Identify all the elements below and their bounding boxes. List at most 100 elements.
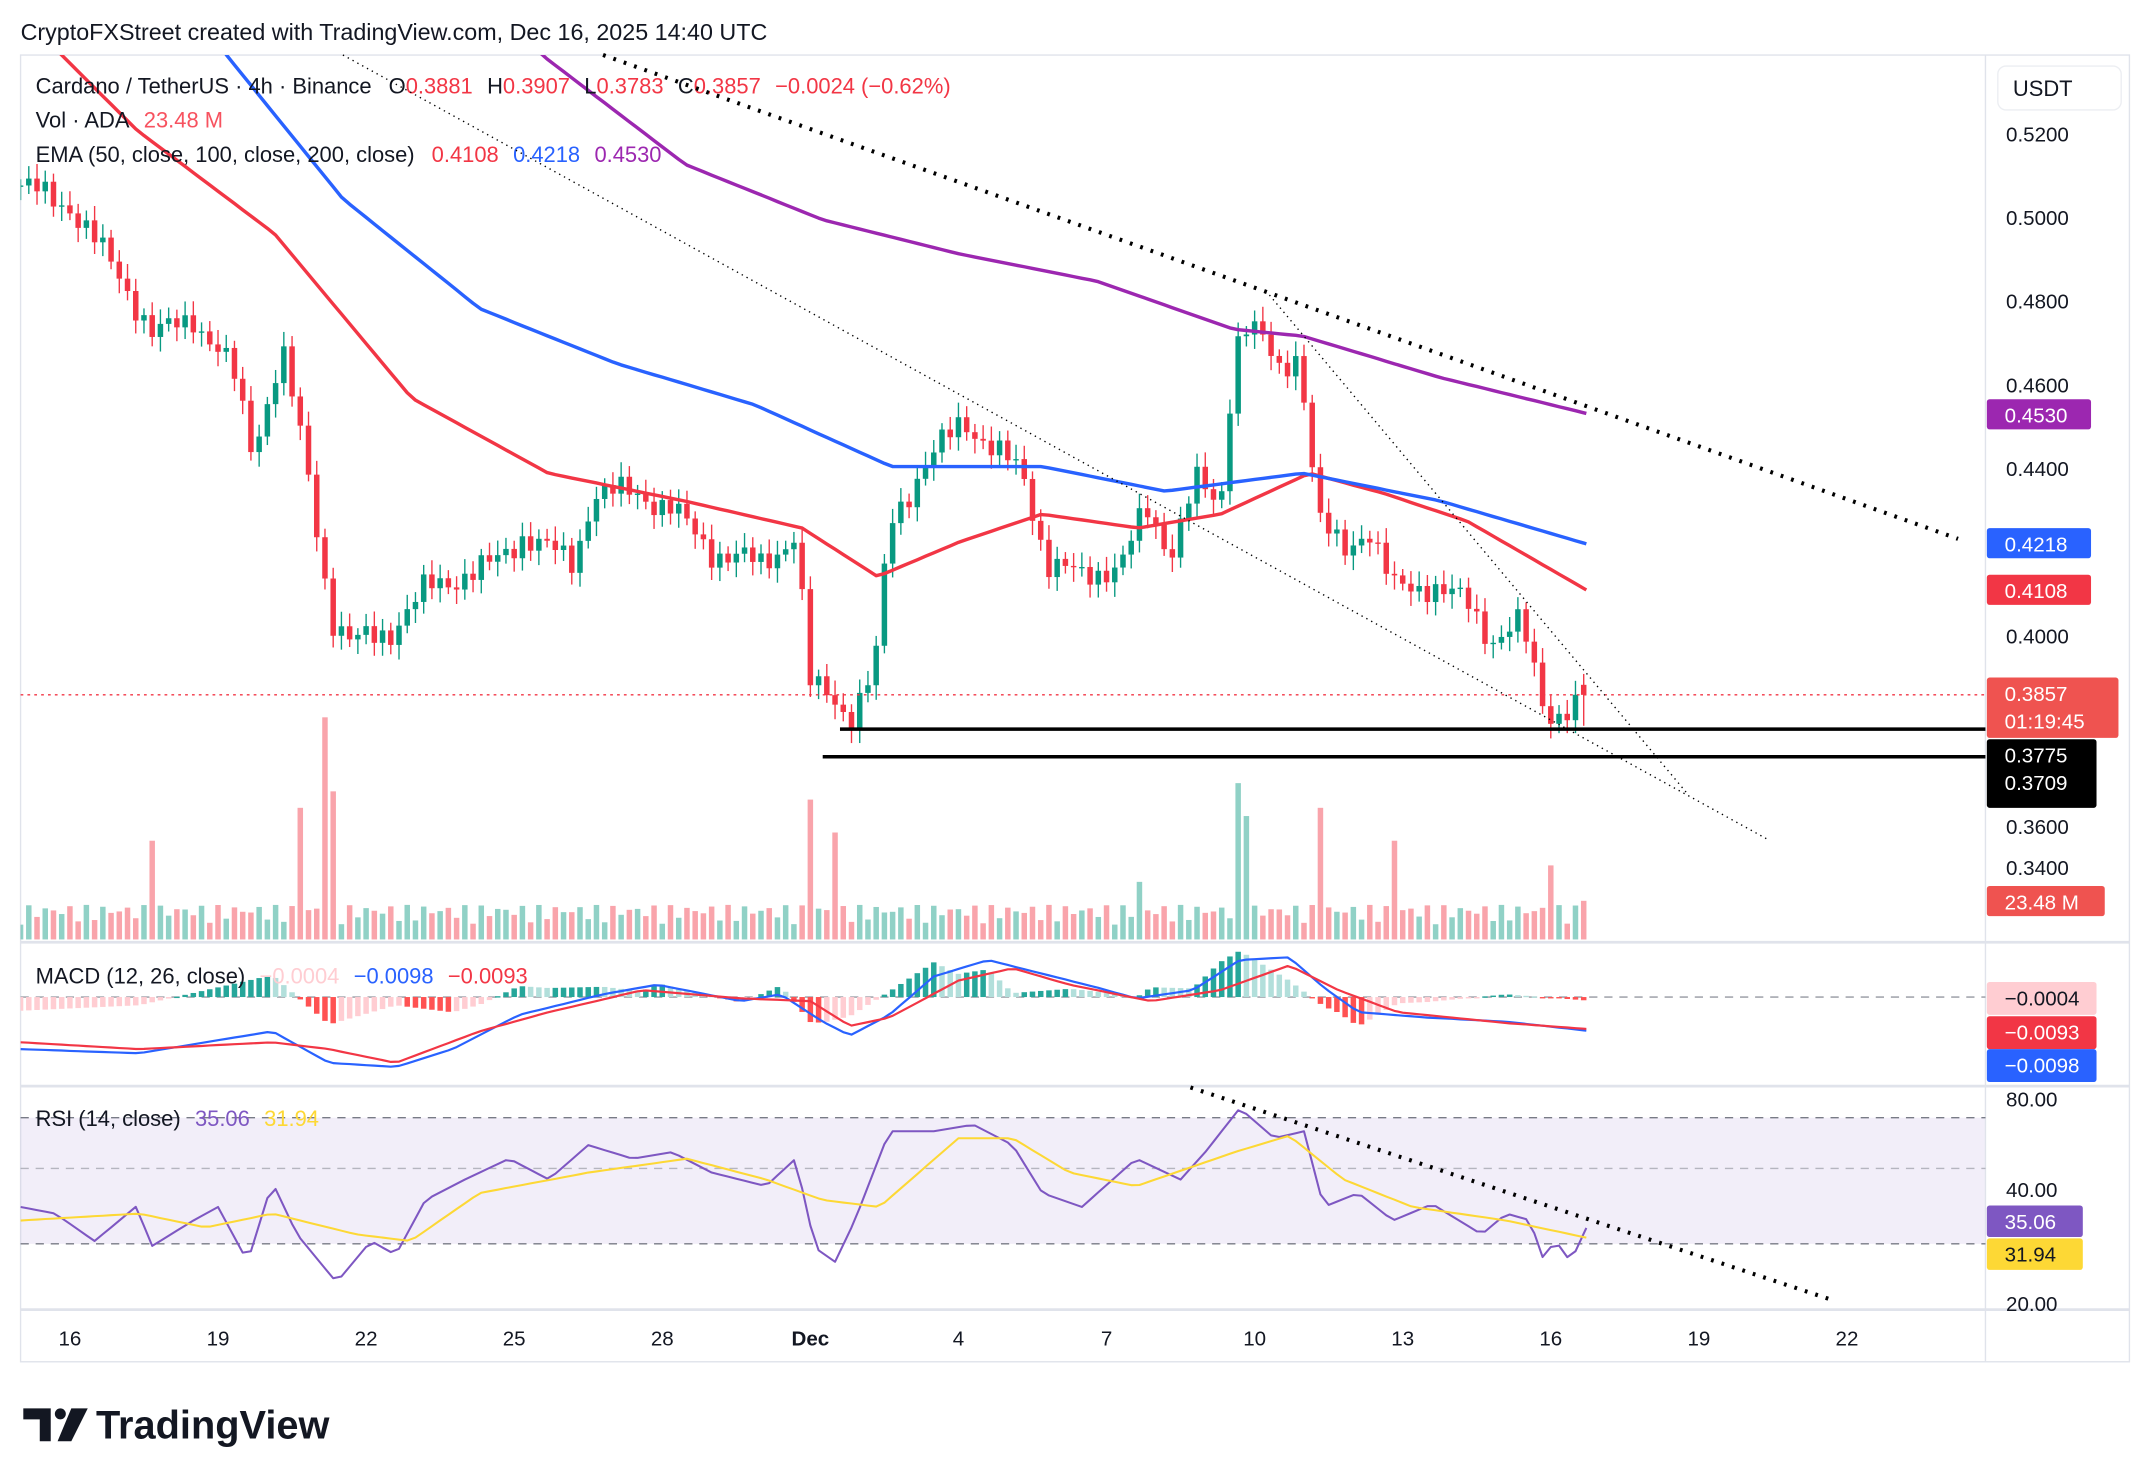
candle[interactable]	[1391, 561, 1398, 590]
candle[interactable]	[182, 301, 188, 340]
macd-label[interactable]: MACD (12, 26, close)	[36, 963, 246, 988]
candle[interactable]	[585, 506, 591, 549]
candle[interactable]	[75, 203, 81, 243]
symbol-label[interactable]: Cardano / TetherUS · 4h · Binance	[36, 73, 372, 98]
candle[interactable]	[1128, 530, 1134, 569]
candle[interactable]	[536, 529, 542, 566]
candle[interactable]	[429, 560, 435, 600]
candle[interactable]	[1539, 648, 1546, 714]
candle[interactable]	[1416, 571, 1422, 602]
candle[interactable]	[931, 440, 937, 481]
candle[interactable]	[1523, 602, 1529, 654]
candle[interactable]	[1358, 525, 1365, 554]
candle[interactable]	[1334, 519, 1340, 547]
candle[interactable]	[824, 664, 830, 703]
candle[interactable]	[256, 424, 262, 467]
candle[interactable]	[741, 533, 748, 563]
candle[interactable]	[1235, 322, 1241, 426]
candle[interactable]	[1482, 598, 1488, 655]
candle[interactable]	[955, 402, 962, 451]
candle[interactable]	[675, 489, 682, 528]
candle[interactable]	[1218, 482, 1225, 509]
candle[interactable]	[346, 613, 353, 648]
candle[interactable]	[1029, 471, 1036, 536]
candle[interactable]	[527, 522, 534, 561]
candle[interactable]	[1202, 452, 1209, 498]
candle[interactable]	[560, 532, 567, 561]
candle[interactable]	[766, 539, 772, 579]
candle[interactable]	[190, 301, 197, 344]
candle[interactable]	[1474, 594, 1480, 624]
candle[interactable]	[91, 206, 98, 254]
candle[interactable]	[445, 570, 452, 595]
candle[interactable]	[708, 524, 715, 580]
candle[interactable]	[396, 612, 402, 660]
candle[interactable]	[881, 554, 888, 654]
candle[interactable]	[486, 542, 493, 571]
candle[interactable]	[791, 531, 797, 564]
candle[interactable]	[684, 490, 690, 526]
candle[interactable]	[848, 704, 855, 744]
candle[interactable]	[774, 540, 781, 583]
candle[interactable]	[470, 561, 476, 593]
candle[interactable]	[1342, 519, 1348, 565]
candle[interactable]	[305, 411, 312, 482]
candle[interactable]	[388, 622, 394, 655]
candle[interactable]	[667, 489, 674, 525]
candle[interactable]	[692, 511, 698, 549]
candle[interactable]	[1005, 430, 1011, 471]
candle[interactable]	[1260, 306, 1266, 342]
candle[interactable]	[840, 693, 847, 722]
candle[interactable]	[1408, 571, 1414, 606]
candle[interactable]	[577, 529, 583, 587]
candle[interactable]	[18, 179, 24, 201]
trendline[interactable]	[342, 54, 1769, 841]
candle[interactable]	[634, 484, 641, 510]
candle[interactable]	[1350, 531, 1357, 571]
candle[interactable]	[1383, 528, 1389, 585]
candle[interactable]	[980, 425, 986, 450]
candle[interactable]	[939, 423, 945, 463]
candle[interactable]	[239, 366, 246, 415]
candle[interactable]	[1301, 344, 1307, 411]
candle[interactable]	[963, 406, 970, 441]
candle[interactable]	[116, 250, 123, 294]
candle[interactable]	[207, 321, 213, 352]
candle[interactable]	[1548, 695, 1554, 739]
candle[interactable]	[338, 611, 345, 650]
candle[interactable]	[626, 466, 633, 505]
candle[interactable]	[511, 540, 517, 572]
candle[interactable]	[313, 460, 320, 552]
candle[interactable]	[58, 191, 65, 221]
candle[interactable]	[1276, 349, 1283, 374]
candle[interactable]	[478, 548, 485, 594]
candle[interactable]	[1309, 394, 1315, 482]
candle[interactable]	[996, 431, 1003, 468]
candle[interactable]	[544, 528, 550, 548]
candle[interactable]	[67, 191, 73, 221]
candle[interactable]	[437, 564, 443, 603]
volume-label[interactable]: Vol · ADA	[36, 108, 130, 133]
candle[interactable]	[1136, 493, 1143, 553]
candle[interactable]	[700, 522, 707, 550]
candle[interactable]	[1227, 399, 1233, 505]
candle[interactable]	[330, 567, 336, 648]
candle[interactable]	[618, 462, 624, 507]
candle[interactable]	[1079, 552, 1085, 577]
candle[interactable]	[198, 322, 205, 347]
candle[interactable]	[108, 229, 114, 270]
candle[interactable]	[50, 173, 57, 217]
candle[interactable]	[1399, 568, 1406, 591]
candle[interactable]	[569, 537, 575, 585]
candle[interactable]	[1013, 444, 1019, 475]
candle[interactable]	[972, 423, 978, 454]
candle[interactable]	[1144, 495, 1151, 529]
candle[interactable]	[1317, 453, 1324, 523]
candle[interactable]	[363, 613, 369, 645]
candle[interactable]	[133, 278, 139, 334]
candle[interactable]	[289, 336, 295, 407]
candle[interactable]	[1367, 530, 1373, 557]
candle[interactable]	[1070, 553, 1077, 582]
candle[interactable]	[453, 576, 460, 604]
